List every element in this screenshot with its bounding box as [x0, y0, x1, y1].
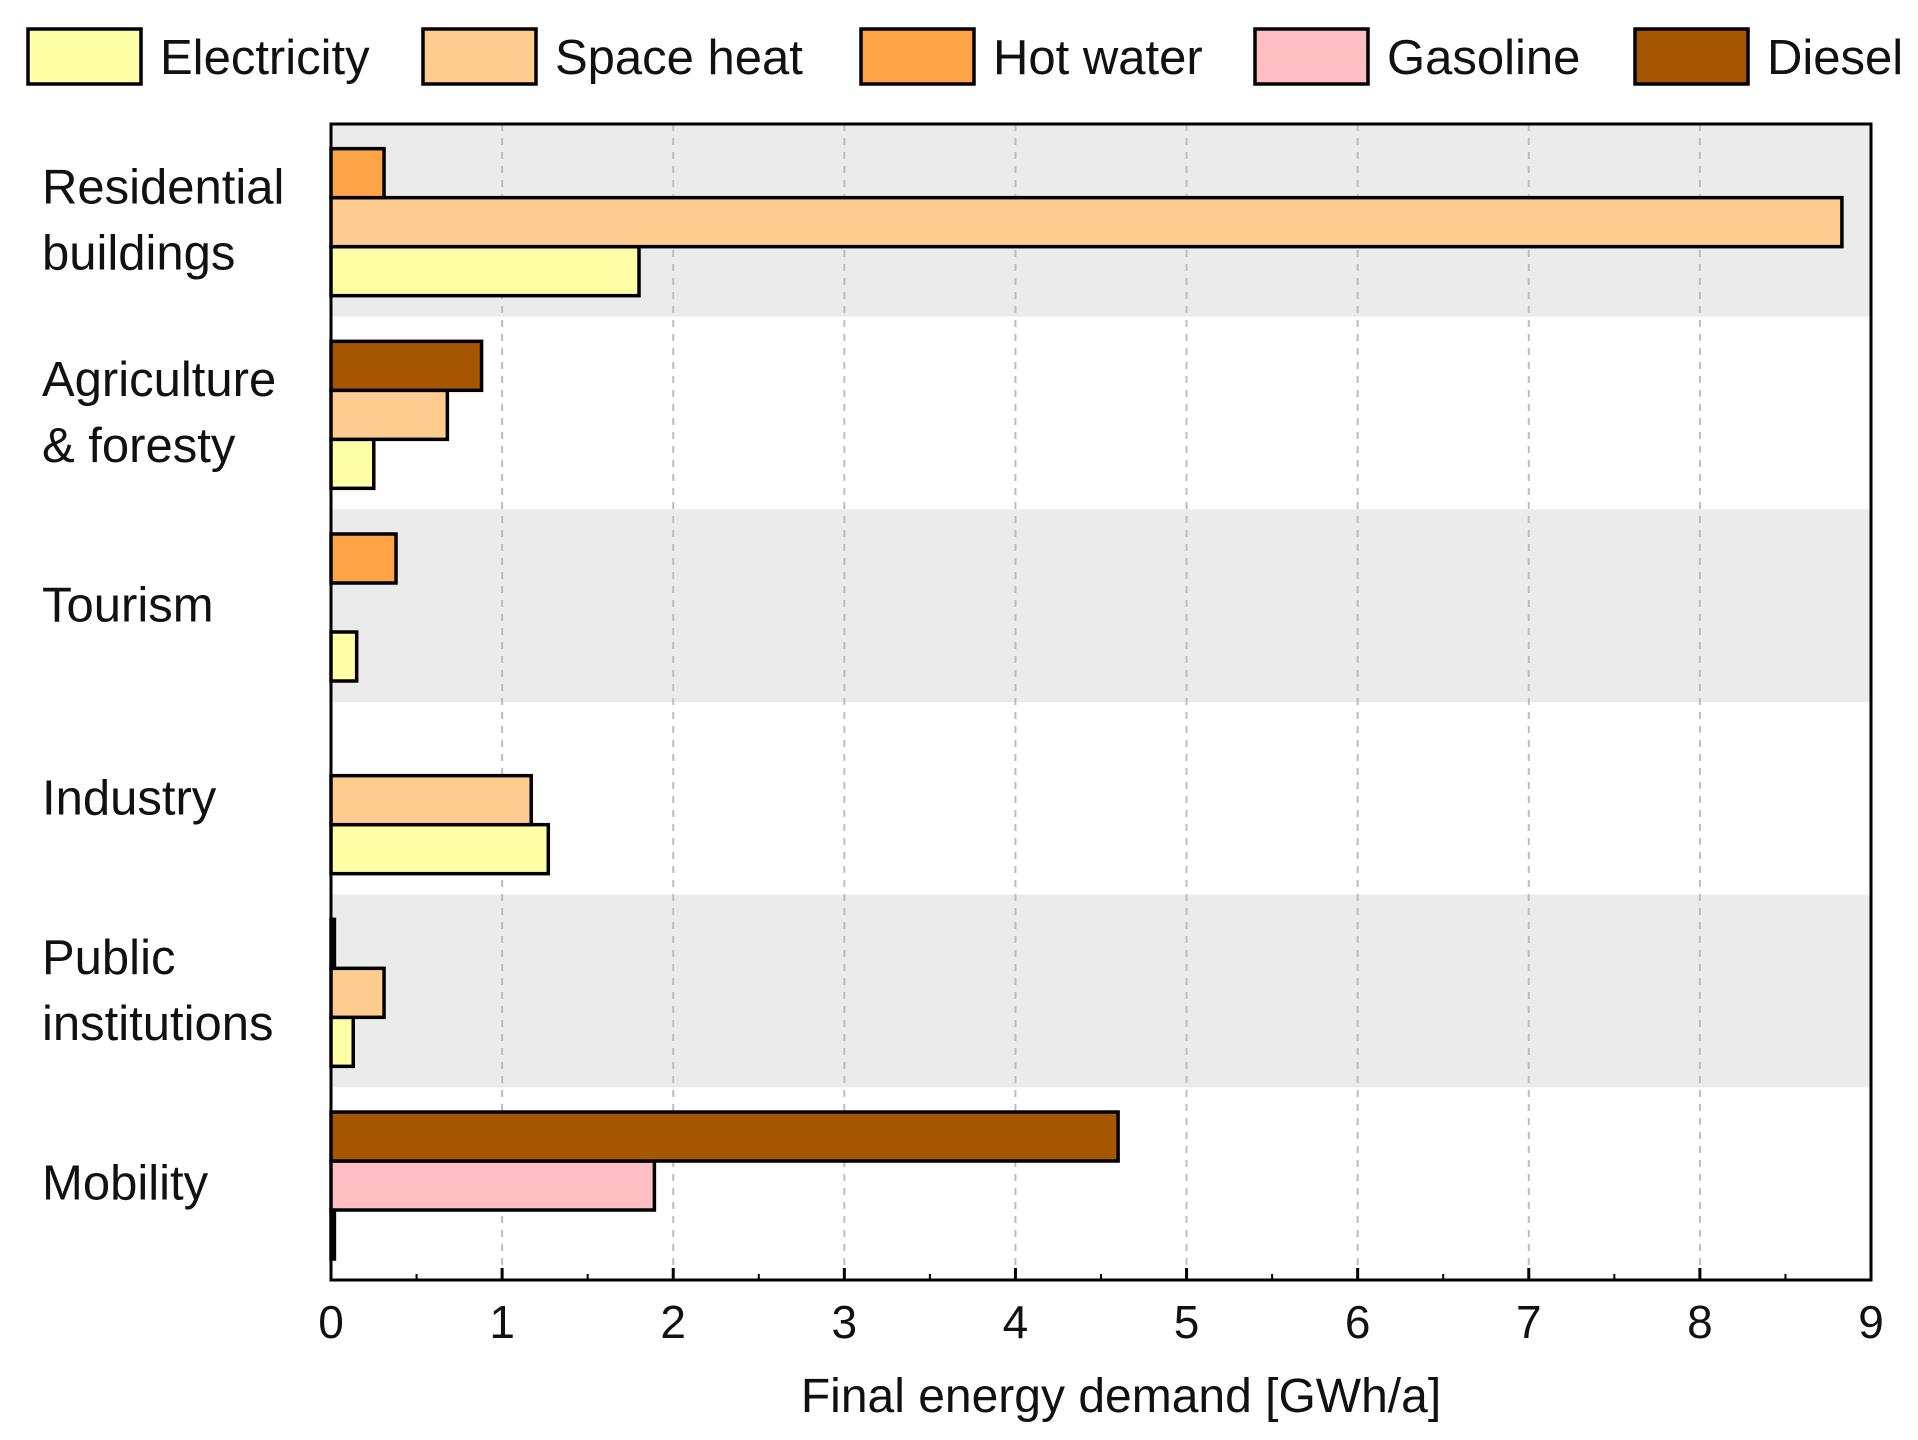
- bar-hot-water: [329, 146, 386, 200]
- legend: Electricity Space heat Hot water Gasoline Di…: [26, 27, 1903, 86]
- bar-electricity: [329, 630, 359, 683]
- bar-electricity: [329, 244, 641, 298]
- bar-space-heat: [329, 773, 533, 827]
- x-tick-label: 4: [1003, 1296, 1029, 1348]
- legend-swatch: [421, 27, 538, 86]
- x-tick-label: 0: [318, 1296, 344, 1348]
- category-label: buildings: [42, 226, 235, 280]
- legend-label: Gasoline: [1387, 31, 1580, 85]
- bar-diesel: [329, 1110, 1120, 1163]
- x-tick-label: 7: [1516, 1296, 1542, 1348]
- category-label: Agriculture: [42, 353, 276, 407]
- bar-diesel: [329, 339, 484, 393]
- category-label: Industry: [42, 771, 217, 825]
- legend-swatch: [1633, 27, 1750, 86]
- x-tick-label: 5: [1174, 1296, 1200, 1348]
- x-tick-label: 6: [1345, 1296, 1371, 1348]
- category-label: Mobility: [42, 1157, 209, 1211]
- bar-electricity: [329, 437, 376, 491]
- x-tick-label: 9: [1858, 1296, 1884, 1348]
- x-tick-label: 8: [1687, 1296, 1713, 1348]
- category-band: [331, 894, 1871, 1088]
- legend-swatch: [1253, 27, 1370, 86]
- x-axis-title: Final energy demand [GWh/a]: [801, 1370, 1441, 1423]
- category-label: Tourism: [42, 579, 214, 633]
- legend-label: Diesel: [1767, 31, 1903, 85]
- x-tick-label: 2: [660, 1296, 686, 1348]
- bar-electricity: [329, 1015, 355, 1069]
- x-tick-label: 3: [832, 1296, 858, 1348]
- x-axis-ticks: 0 1 2 3 4 5 6 7 8 9: [318, 1268, 1884, 1348]
- bar-space-heat: [329, 388, 450, 442]
- category-label: & foresty: [42, 419, 236, 473]
- category-label: Residential: [42, 160, 284, 214]
- legend-swatch: [26, 27, 143, 86]
- bar-electricity: [329, 822, 551, 876]
- legend-swatch: [859, 27, 976, 86]
- category-band: [331, 509, 1871, 702]
- bar-gasoline: [329, 1159, 657, 1212]
- category-label: institutions: [42, 997, 274, 1051]
- bar-space-heat: [329, 195, 1844, 249]
- legend-label: Space heat: [555, 31, 803, 85]
- category-label: Public: [42, 931, 175, 985]
- bar-space-heat: [329, 966, 386, 1020]
- category-labels: Residential buildings Agriculture & foresty…: [42, 160, 284, 1210]
- gridlines: [501, 124, 1701, 1280]
- category-bands: [331, 124, 1871, 1088]
- legend-label: Electricity: [160, 31, 370, 85]
- x-tick-label: 1: [489, 1296, 515, 1348]
- bars: [329, 146, 1844, 1261]
- bar-hot-water: [329, 532, 398, 585]
- legend-label: Hot water: [993, 31, 1203, 85]
